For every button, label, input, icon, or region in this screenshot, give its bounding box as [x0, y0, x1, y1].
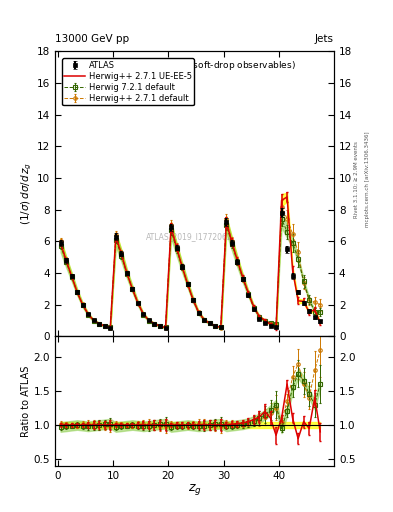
Herwig++ 2.7.1 UE-EE-5 — [191, 297, 195, 303]
Herwig++ 2.7.1 UE-EE-5 — [257, 314, 262, 320]
Herwig++ 2.7.1 UE-EE-5 — [219, 325, 223, 331]
Herwig++ 2.7.1 UE-EE-5 — [180, 264, 184, 270]
Herwig++ 2.7.1 UE-EE-5 — [86, 311, 90, 317]
X-axis label: $z_g$: $z_g$ — [187, 482, 202, 497]
Herwig++ 2.7.1 UE-EE-5 — [69, 273, 74, 279]
Y-axis label: Ratio to ATLAS: Ratio to ATLAS — [21, 366, 31, 437]
Herwig++ 2.7.1 UE-EE-5 — [268, 322, 273, 328]
Herwig++ 2.7.1 UE-EE-5 — [213, 323, 218, 329]
Herwig++ 2.7.1 UE-EE-5 — [91, 317, 96, 324]
Text: Rivet 3.1.10; ≥ 2.9M events: Rivet 3.1.10; ≥ 2.9M events — [354, 141, 359, 218]
Herwig++ 2.7.1 UE-EE-5 — [279, 197, 284, 203]
Herwig++ 2.7.1 UE-EE-5 — [152, 321, 157, 327]
Herwig++ 2.7.1 UE-EE-5 — [163, 325, 168, 331]
Herwig++ 2.7.1 UE-EE-5 — [130, 286, 135, 292]
Herwig++ 2.7.1 UE-EE-5 — [185, 281, 190, 287]
Herwig++ 2.7.1 UE-EE-5 — [136, 300, 140, 306]
Legend: ATLAS, Herwig++ 2.7.1 UE-EE-5, Herwig 7.2.1 default, Herwig++ 2.7.1 default: ATLAS, Herwig++ 2.7.1 UE-EE-5, Herwig 7.… — [62, 58, 194, 105]
Herwig++ 2.7.1 UE-EE-5 — [141, 311, 146, 317]
Herwig++ 2.7.1 UE-EE-5 — [285, 194, 289, 200]
Herwig++ 2.7.1 UE-EE-5 — [169, 224, 173, 230]
Herwig++ 2.7.1 UE-EE-5 — [307, 309, 312, 315]
Herwig++ 2.7.1 UE-EE-5 — [80, 302, 85, 308]
Text: mcplots.cern.ch [arXiv:1306.3436]: mcplots.cern.ch [arXiv:1306.3436] — [365, 132, 371, 227]
Herwig++ 2.7.1 UE-EE-5 — [75, 289, 79, 295]
Y-axis label: $(1/\sigma)\,d\sigma/d\,z_g$: $(1/\sigma)\,d\sigma/d\,z_g$ — [20, 162, 34, 225]
Herwig++ 2.7.1 UE-EE-5 — [312, 307, 317, 313]
Herwig++ 2.7.1 UE-EE-5 — [208, 321, 212, 327]
Herwig++ 2.7.1 UE-EE-5 — [202, 316, 207, 323]
Herwig++ 2.7.1 UE-EE-5 — [301, 298, 306, 305]
Text: Jets: Jets — [315, 33, 334, 44]
Herwig++ 2.7.1 UE-EE-5 — [274, 326, 278, 332]
Herwig++ 2.7.1 UE-EE-5 — [97, 321, 101, 327]
Line: Herwig++ 2.7.1 UE-EE-5: Herwig++ 2.7.1 UE-EE-5 — [61, 197, 320, 329]
Herwig++ 2.7.1 UE-EE-5 — [158, 323, 162, 329]
Herwig++ 2.7.1 UE-EE-5 — [125, 270, 129, 276]
Herwig++ 2.7.1 UE-EE-5 — [119, 251, 124, 257]
Herwig++ 2.7.1 UE-EE-5 — [290, 267, 295, 273]
Herwig++ 2.7.1 UE-EE-5 — [296, 298, 301, 304]
Herwig++ 2.7.1 UE-EE-5 — [241, 274, 245, 281]
Herwig++ 2.7.1 UE-EE-5 — [235, 258, 240, 264]
Herwig++ 2.7.1 UE-EE-5 — [196, 309, 201, 315]
Text: Relative $p_T$ $z_g$ (ATLAS soft-drop observables): Relative $p_T$ $z_g$ (ATLAS soft-drop ob… — [94, 60, 296, 73]
Text: ATLAS_2019_I1772062: ATLAS_2019_I1772062 — [146, 232, 232, 241]
Herwig++ 2.7.1 UE-EE-5 — [174, 245, 179, 251]
Herwig++ 2.7.1 UE-EE-5 — [224, 219, 229, 225]
Herwig++ 2.7.1 UE-EE-5 — [230, 239, 234, 245]
Herwig++ 2.7.1 UE-EE-5 — [103, 323, 107, 329]
Herwig++ 2.7.1 UE-EE-5 — [147, 317, 151, 324]
Herwig++ 2.7.1 UE-EE-5 — [108, 325, 113, 331]
Text: 13000 GeV pp: 13000 GeV pp — [55, 33, 129, 44]
Herwig++ 2.7.1 UE-EE-5 — [58, 240, 63, 246]
Herwig++ 2.7.1 UE-EE-5 — [114, 233, 118, 240]
Herwig++ 2.7.1 UE-EE-5 — [318, 319, 323, 326]
Herwig++ 2.7.1 UE-EE-5 — [252, 304, 256, 310]
Herwig++ 2.7.1 UE-EE-5 — [263, 317, 267, 323]
Herwig++ 2.7.1 UE-EE-5 — [64, 257, 68, 263]
Herwig++ 2.7.1 UE-EE-5 — [246, 290, 251, 296]
